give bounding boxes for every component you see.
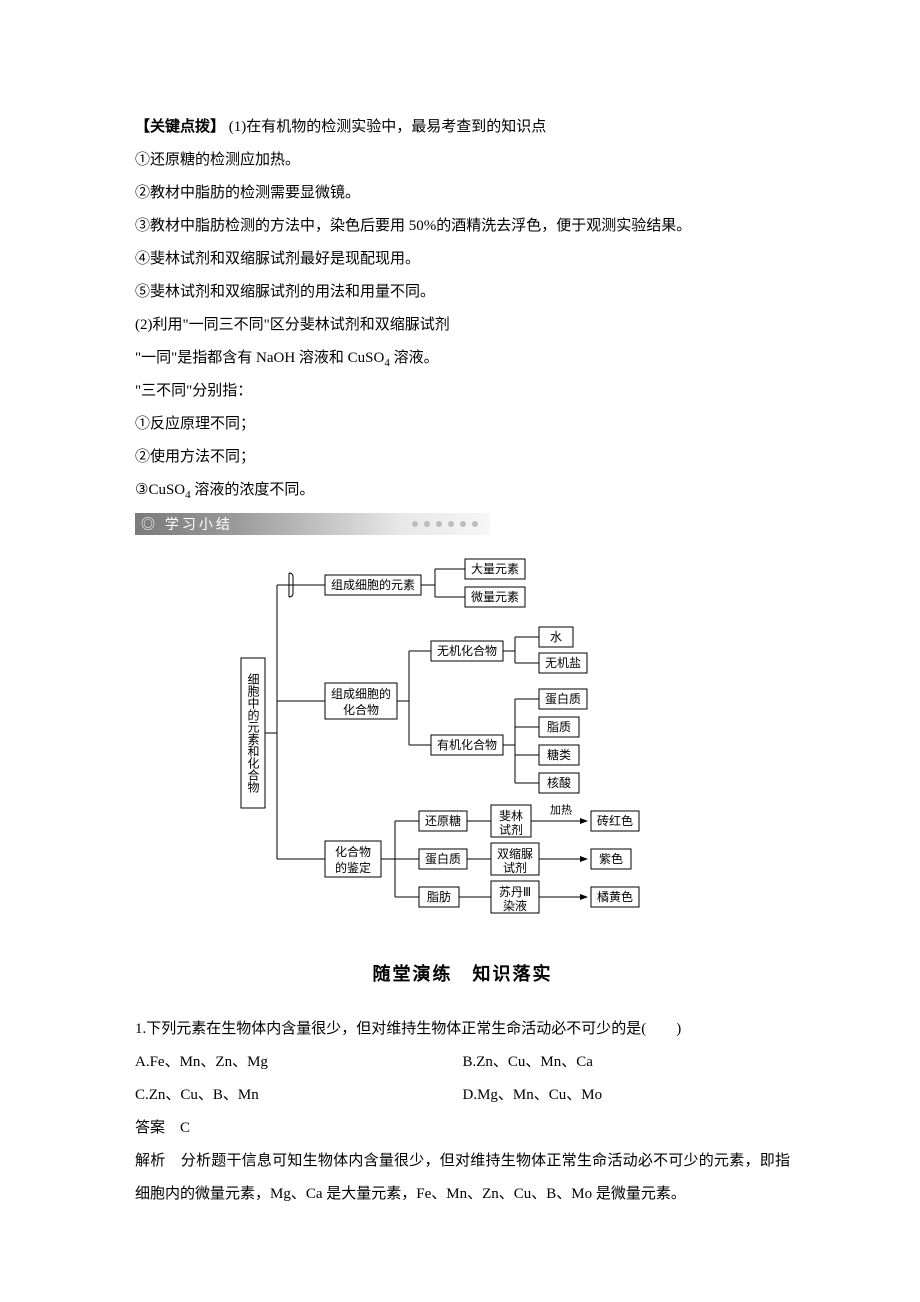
q1-stem: 1.下列元素在生物体内含量很少，但对维持生物体正常生命活动必不可少的是( ) bbox=[135, 1013, 790, 1046]
svg-text:化合物: 化合物 bbox=[334, 844, 370, 859]
svg-text:细胞中的元素和化合物: 细胞中的元素和化合物 bbox=[246, 673, 260, 793]
svg-text:组成细胞的: 组成细胞的 bbox=[330, 686, 390, 701]
kp2-diff-1: ①反应原理不同； bbox=[135, 408, 790, 441]
kp2-same: "一同"是指都含有 NaOH 溶液和 CuSO4 溶液。 bbox=[135, 342, 790, 375]
q1-opt-d: D.Mg、Mn、Cu、Mo bbox=[463, 1079, 791, 1112]
kp1-item-4: ④斐林试剂和双缩脲试剂最好是现配现用。 bbox=[135, 243, 790, 276]
svg-text:组成细胞的元素: 组成细胞的元素 bbox=[330, 577, 414, 592]
svg-text:无机化合物: 无机化合物 bbox=[436, 643, 496, 658]
q1-opt-a: A.Fe、Mn、Zn、Mg bbox=[135, 1046, 463, 1079]
keypoints-heading: 【关键点拨】 (1)在有机物的检测实验中，最易考查到的知识点 bbox=[135, 110, 790, 144]
svg-text:还原糖: 还原糖 bbox=[424, 813, 460, 828]
kp2-same-prefix: "一同"是指都含有 NaOH 溶液和 CuSO bbox=[135, 350, 384, 366]
svg-text:脂质: 脂质 bbox=[546, 719, 570, 734]
svg-text:蛋白质: 蛋白质 bbox=[424, 851, 460, 866]
svg-text:紫色: 紫色 bbox=[598, 852, 622, 866]
svg-text:糖类: 糖类 bbox=[546, 747, 570, 762]
summary-banner: ◎ 学习小结 bbox=[135, 513, 490, 535]
svg-text:染液: 染液 bbox=[502, 898, 526, 913]
svg-text:微量元素: 微量元素 bbox=[470, 590, 518, 604]
kp2-diff-2: ②使用方法不同； bbox=[135, 441, 790, 474]
svg-text:试剂: 试剂 bbox=[502, 860, 526, 875]
svg-text:蛋白质: 蛋白质 bbox=[544, 691, 580, 706]
svg-text:橘黄色: 橘黄色 bbox=[596, 889, 632, 904]
banner-dots bbox=[412, 521, 478, 527]
kp2-diff-3: ③CuSO4 溶液的浓度不同。 bbox=[135, 474, 790, 507]
svg-text:苏丹Ⅲ: 苏丹Ⅲ bbox=[498, 885, 530, 899]
svg-text:有机化合物: 有机化合物 bbox=[436, 737, 496, 752]
svg-text:大量元素: 大量元素 bbox=[470, 562, 518, 576]
svg-text:脂肪: 脂肪 bbox=[426, 889, 450, 904]
svg-text:斐林: 斐林 bbox=[498, 809, 522, 823]
keypoints-title: 【关键点拨】 bbox=[135, 118, 225, 135]
explain-label: 解析 bbox=[135, 1153, 165, 1169]
q1-answer: C bbox=[180, 1120, 190, 1136]
kp1-item-2: ②教材中脂肪的检测需要显微镜。 bbox=[135, 177, 790, 210]
keypoints-part1-intro: (1)在有机物的检测实验中，最易考查到的知识点 bbox=[229, 119, 547, 135]
svg-text:双缩脲: 双缩脲 bbox=[496, 846, 532, 861]
svg-text:的鉴定: 的鉴定 bbox=[334, 860, 370, 875]
svg-text:核酸: 核酸 bbox=[546, 775, 570, 790]
kp2-diff3-suffix: 溶液的浓度不同。 bbox=[191, 482, 315, 498]
q1-answer-line: 答案 C bbox=[135, 1112, 790, 1145]
q1-explain-line: 解析 分析题干信息可知生物体内含量很少，但对维持生物体正常生命活动必不可少的元素… bbox=[135, 1145, 790, 1211]
answer-label: 答案 bbox=[135, 1120, 165, 1136]
kp1-item-3: ③教材中脂肪检测的方法中，染色后要用 50%的酒精洗去浮色，便于观测实验结果。 bbox=[135, 210, 790, 243]
concept-diagram: 细胞中的元素和化合物 组成细胞的元素 组成细胞的 化合物 化合物 的鉴定 大量元… bbox=[135, 553, 790, 933]
q1-options: A.Fe、Mn、Zn、Mg B.Zn、Cu、Mn、Ca C.Zn、Cu、B、Mn… bbox=[135, 1046, 790, 1112]
summary-banner-label: ◎ 学习小结 bbox=[141, 509, 233, 540]
exercise-title: 随堂演练 知识落实 bbox=[135, 955, 790, 995]
svg-text:加热: 加热 bbox=[550, 804, 572, 817]
kp1-item-1: ①还原糖的检测应加热。 bbox=[135, 144, 790, 177]
kp2-diff-intro: "三不同"分别指： bbox=[135, 375, 790, 408]
kp1-item-5: ⑤斐林试剂和双缩脲试剂的用法和用量不同。 bbox=[135, 276, 790, 309]
kp2-intro: (2)利用"一同三不同"区分斐林试剂和双缩脲试剂 bbox=[135, 309, 790, 342]
q1-opt-b: B.Zn、Cu、Mn、Ca bbox=[463, 1046, 791, 1079]
kp2-same-suffix: 溶液。 bbox=[390, 350, 439, 366]
svg-text:砖红色: 砖红色 bbox=[596, 813, 632, 828]
q1-opt-c: C.Zn、Cu、B、Mn bbox=[135, 1079, 463, 1112]
q1-explain: 分析题干信息可知生物体内含量很少，但对维持生物体正常生命活动必不可少的元素，即指… bbox=[135, 1153, 790, 1202]
svg-text:水: 水 bbox=[549, 630, 561, 644]
svg-text:无机盐: 无机盐 bbox=[544, 656, 580, 670]
svg-text:试剂: 试剂 bbox=[498, 822, 522, 837]
svg-text:化合物: 化合物 bbox=[342, 702, 378, 717]
kp2-diff3-prefix: ③CuSO bbox=[135, 482, 185, 498]
